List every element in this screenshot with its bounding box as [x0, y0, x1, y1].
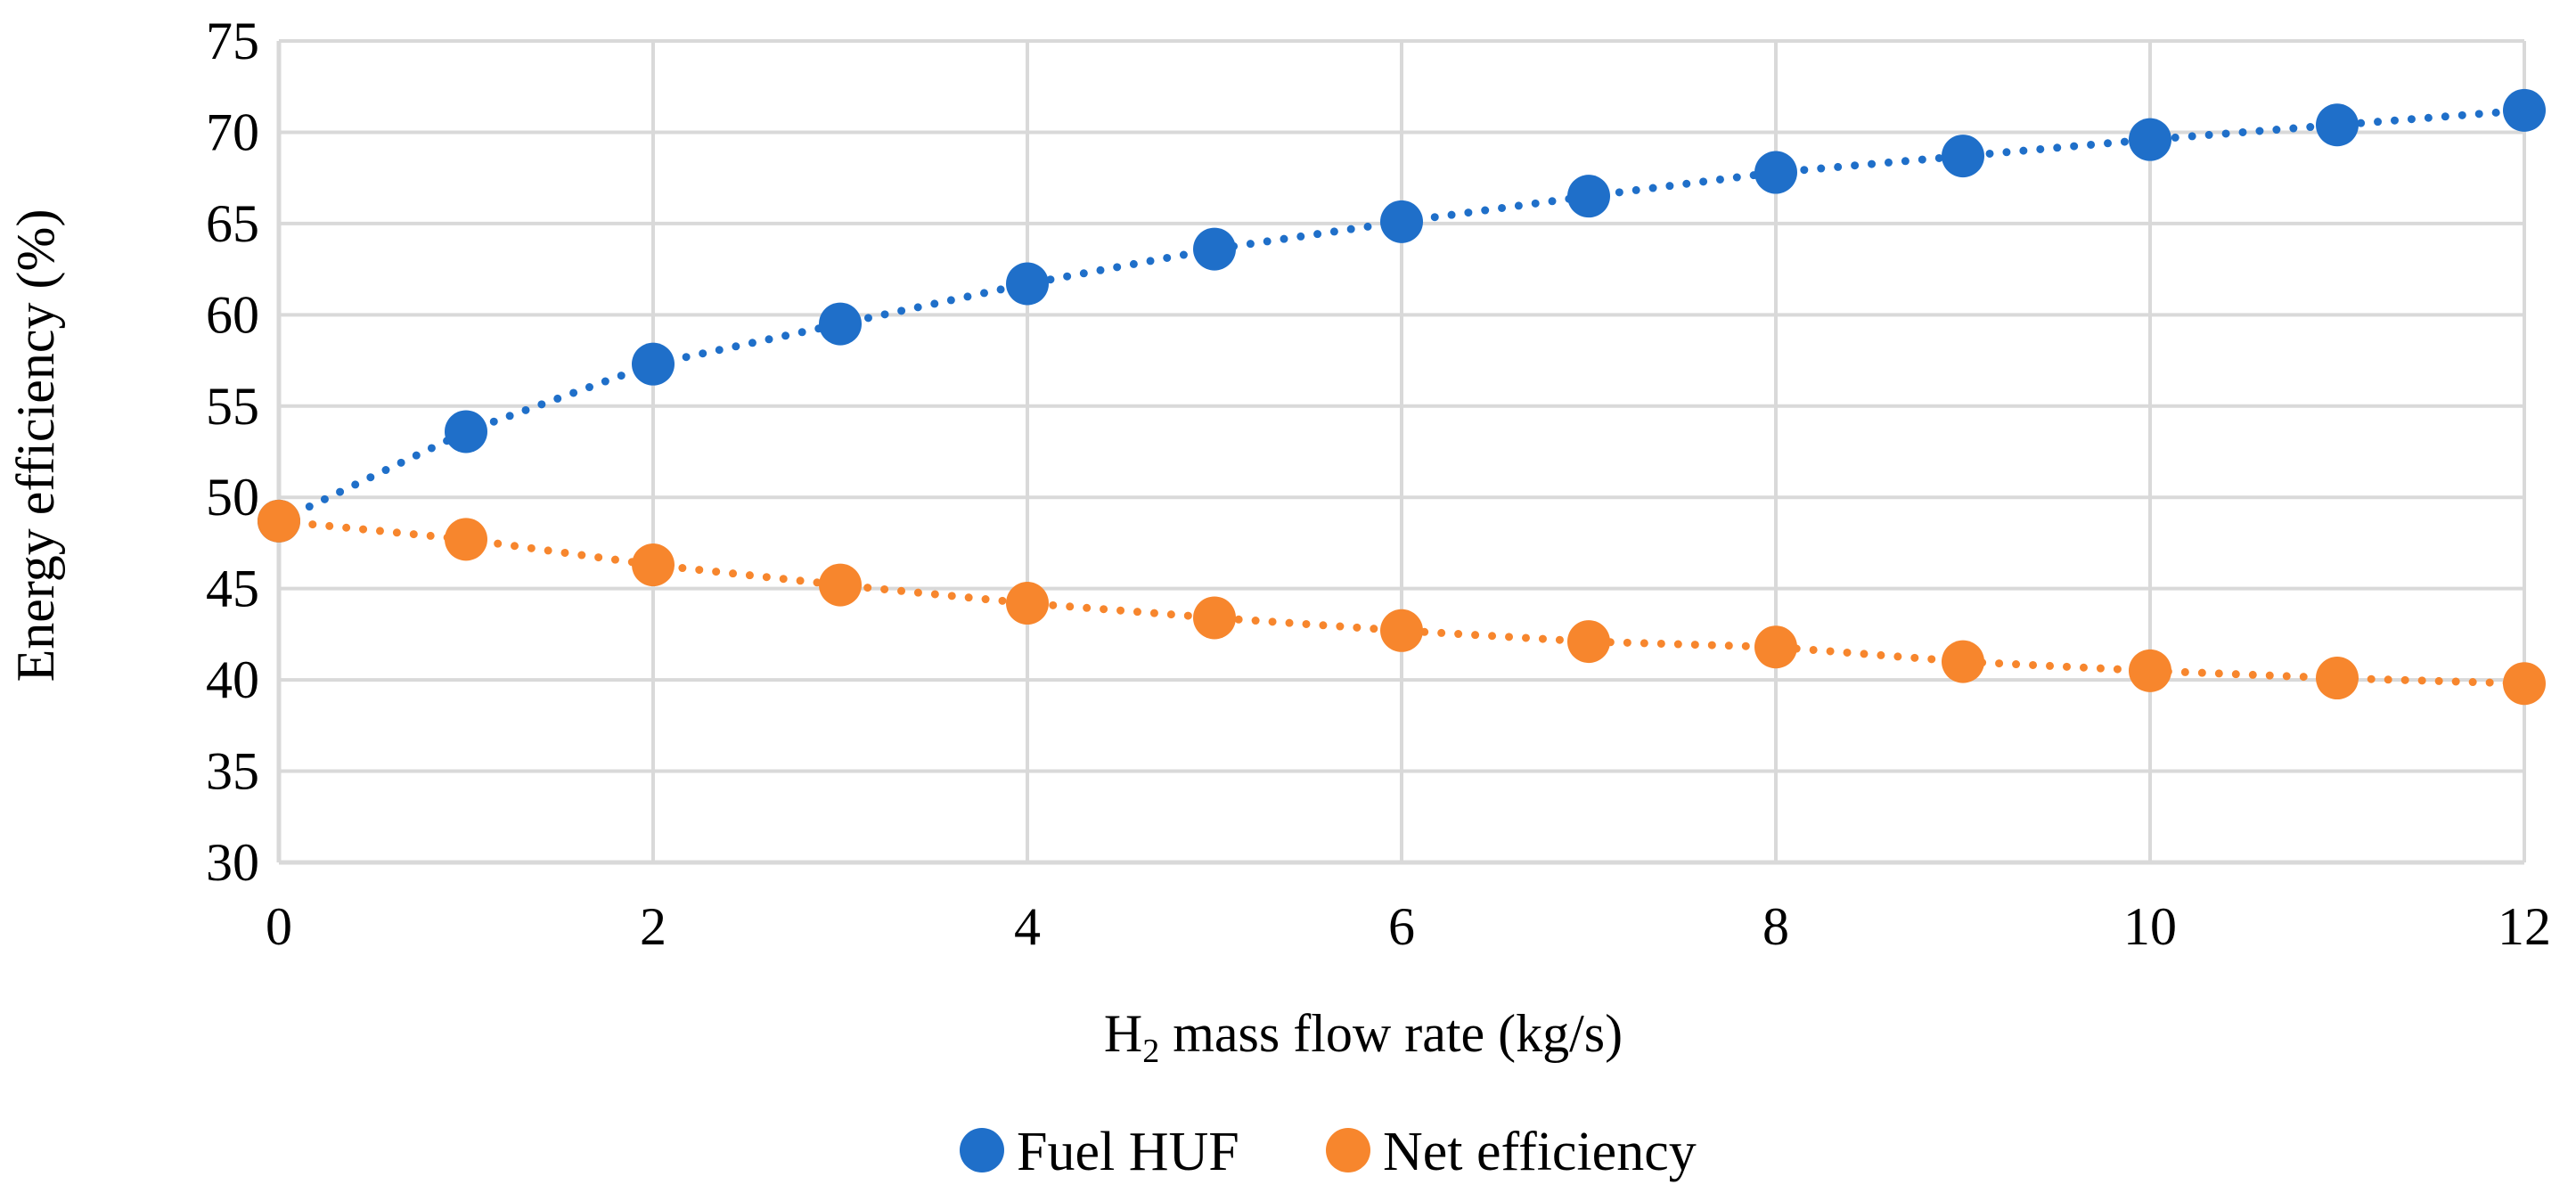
legend-label-net-efficiency: Net efficiency [1383, 1122, 1697, 1182]
y-tick-label: 65 [206, 194, 259, 253]
y-tick-label: 60 [206, 285, 259, 344]
y-axis-title: Energy efficiency (%) [6, 209, 65, 682]
grid [279, 39, 2526, 862]
x-axis-title: H2 mass flow rate (kg/s) [1104, 1004, 1623, 1070]
net-efficiency-point [2316, 657, 2359, 700]
y-tick-label: 30 [206, 833, 259, 892]
x-tick-label: 0 [266, 897, 292, 956]
net-efficiency-point [1942, 640, 1984, 683]
x-tick-label: 6 [1388, 897, 1415, 956]
x-tick-label: 2 [640, 897, 666, 956]
fuel-huf-point [2129, 118, 2171, 161]
x-tick-label: 4 [1014, 897, 1041, 956]
y-tick-label: 45 [206, 560, 259, 618]
net-efficiency-point [1193, 596, 1236, 640]
legend-marker-fuel-huf [960, 1128, 1004, 1172]
x-tick-label: 10 [2123, 897, 2177, 956]
x-tick-label: 12 [2498, 897, 2551, 956]
fuel-huf-point [2316, 103, 2359, 147]
fuel-huf-point [1006, 262, 1049, 306]
y-tick-label: 75 [206, 12, 259, 70]
legend-label-fuel-huf: Fuel HUF [1017, 1122, 1239, 1182]
fuel-huf-point [632, 342, 675, 386]
tick-labels: 30 35 40 45 50 55 60 65 70 75 0 2 4 6 8 10 12 [206, 12, 2551, 956]
net-efficiency-point [1006, 582, 1049, 625]
net-efficiency-point [2503, 662, 2546, 706]
fuel-huf-point [819, 302, 862, 346]
legend-marker-net-efficiency [1326, 1128, 1370, 1172]
fuel-huf-point [1942, 135, 1984, 178]
net-efficiency-point [258, 499, 300, 543]
axes [276, 41, 2524, 865]
x-tick-label: 8 [1762, 897, 1789, 956]
net-efficiency-point [819, 563, 862, 607]
net-efficiency-point [1754, 625, 1797, 669]
fuel-huf-point [1380, 200, 1423, 243]
fuel-huf-point [445, 410, 487, 453]
legend: Fuel HUF Net efficiency [960, 1122, 1697, 1182]
x-axis-title-suffix: mass flow rate (kg/s) [1159, 1004, 1623, 1063]
fuel-huf-point [1193, 227, 1236, 271]
net-efficiency-point [445, 518, 487, 561]
fuel-huf-point [1754, 151, 1797, 194]
y-tick-label: 55 [206, 377, 259, 436]
net-efficiency-point [1567, 620, 1610, 664]
x-axis-title-prefix: H [1104, 1004, 1142, 1063]
net-efficiency-point [632, 543, 675, 587]
data-points [258, 88, 2546, 706]
net-efficiency-point [1380, 609, 1423, 652]
y-tick-label: 70 [206, 102, 259, 161]
y-tick-label: 50 [206, 468, 259, 527]
y-tick-label: 40 [206, 650, 259, 709]
y-tick-label: 35 [206, 742, 259, 801]
x-axis-title-subscript: 2 [1142, 1033, 1159, 1070]
fuel-huf-point [1567, 175, 1610, 218]
fuel-huf-point [2503, 88, 2546, 132]
net-efficiency-point [2129, 649, 2171, 692]
